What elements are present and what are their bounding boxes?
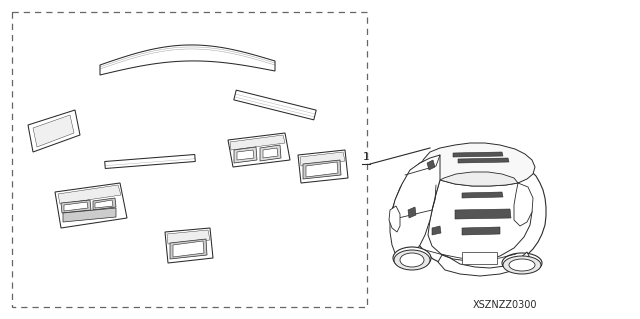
Polygon shape: [237, 150, 254, 160]
Polygon shape: [458, 158, 509, 163]
Polygon shape: [260, 145, 281, 161]
Polygon shape: [58, 185, 121, 204]
Polygon shape: [173, 241, 204, 257]
Polygon shape: [427, 160, 435, 170]
Polygon shape: [390, 149, 546, 270]
Polygon shape: [95, 200, 113, 208]
Polygon shape: [93, 198, 116, 210]
Polygon shape: [455, 209, 511, 219]
Polygon shape: [100, 45, 275, 75]
Polygon shape: [462, 227, 500, 235]
Ellipse shape: [394, 250, 430, 270]
Polygon shape: [432, 226, 441, 235]
Polygon shape: [228, 133, 290, 167]
Polygon shape: [300, 152, 345, 166]
Polygon shape: [230, 135, 285, 150]
Polygon shape: [234, 147, 257, 163]
Polygon shape: [234, 90, 316, 120]
Polygon shape: [105, 154, 195, 168]
Ellipse shape: [400, 253, 424, 267]
Polygon shape: [303, 160, 341, 179]
Bar: [12, 12, 367, 307]
Polygon shape: [28, 110, 80, 152]
Ellipse shape: [509, 259, 535, 271]
Polygon shape: [167, 230, 210, 244]
Ellipse shape: [502, 253, 542, 273]
Polygon shape: [462, 192, 503, 198]
Polygon shape: [408, 207, 416, 218]
Polygon shape: [63, 208, 116, 222]
Polygon shape: [33, 115, 74, 147]
Text: 1: 1: [363, 152, 370, 162]
Polygon shape: [428, 180, 532, 261]
Polygon shape: [514, 183, 533, 226]
Polygon shape: [390, 155, 440, 260]
Polygon shape: [64, 202, 88, 211]
Polygon shape: [306, 162, 338, 177]
Polygon shape: [170, 239, 207, 259]
Polygon shape: [438, 252, 530, 276]
Text: XSZNZZ0300: XSZNZZ0300: [473, 300, 537, 310]
Polygon shape: [298, 150, 348, 183]
Polygon shape: [55, 183, 127, 228]
Ellipse shape: [393, 247, 431, 269]
Polygon shape: [61, 200, 91, 213]
Polygon shape: [453, 152, 503, 157]
Polygon shape: [389, 206, 400, 232]
Polygon shape: [263, 148, 278, 158]
Bar: [462, 252, 497, 264]
Polygon shape: [423, 143, 535, 186]
Polygon shape: [440, 172, 518, 186]
Polygon shape: [165, 228, 213, 263]
Ellipse shape: [503, 256, 541, 274]
